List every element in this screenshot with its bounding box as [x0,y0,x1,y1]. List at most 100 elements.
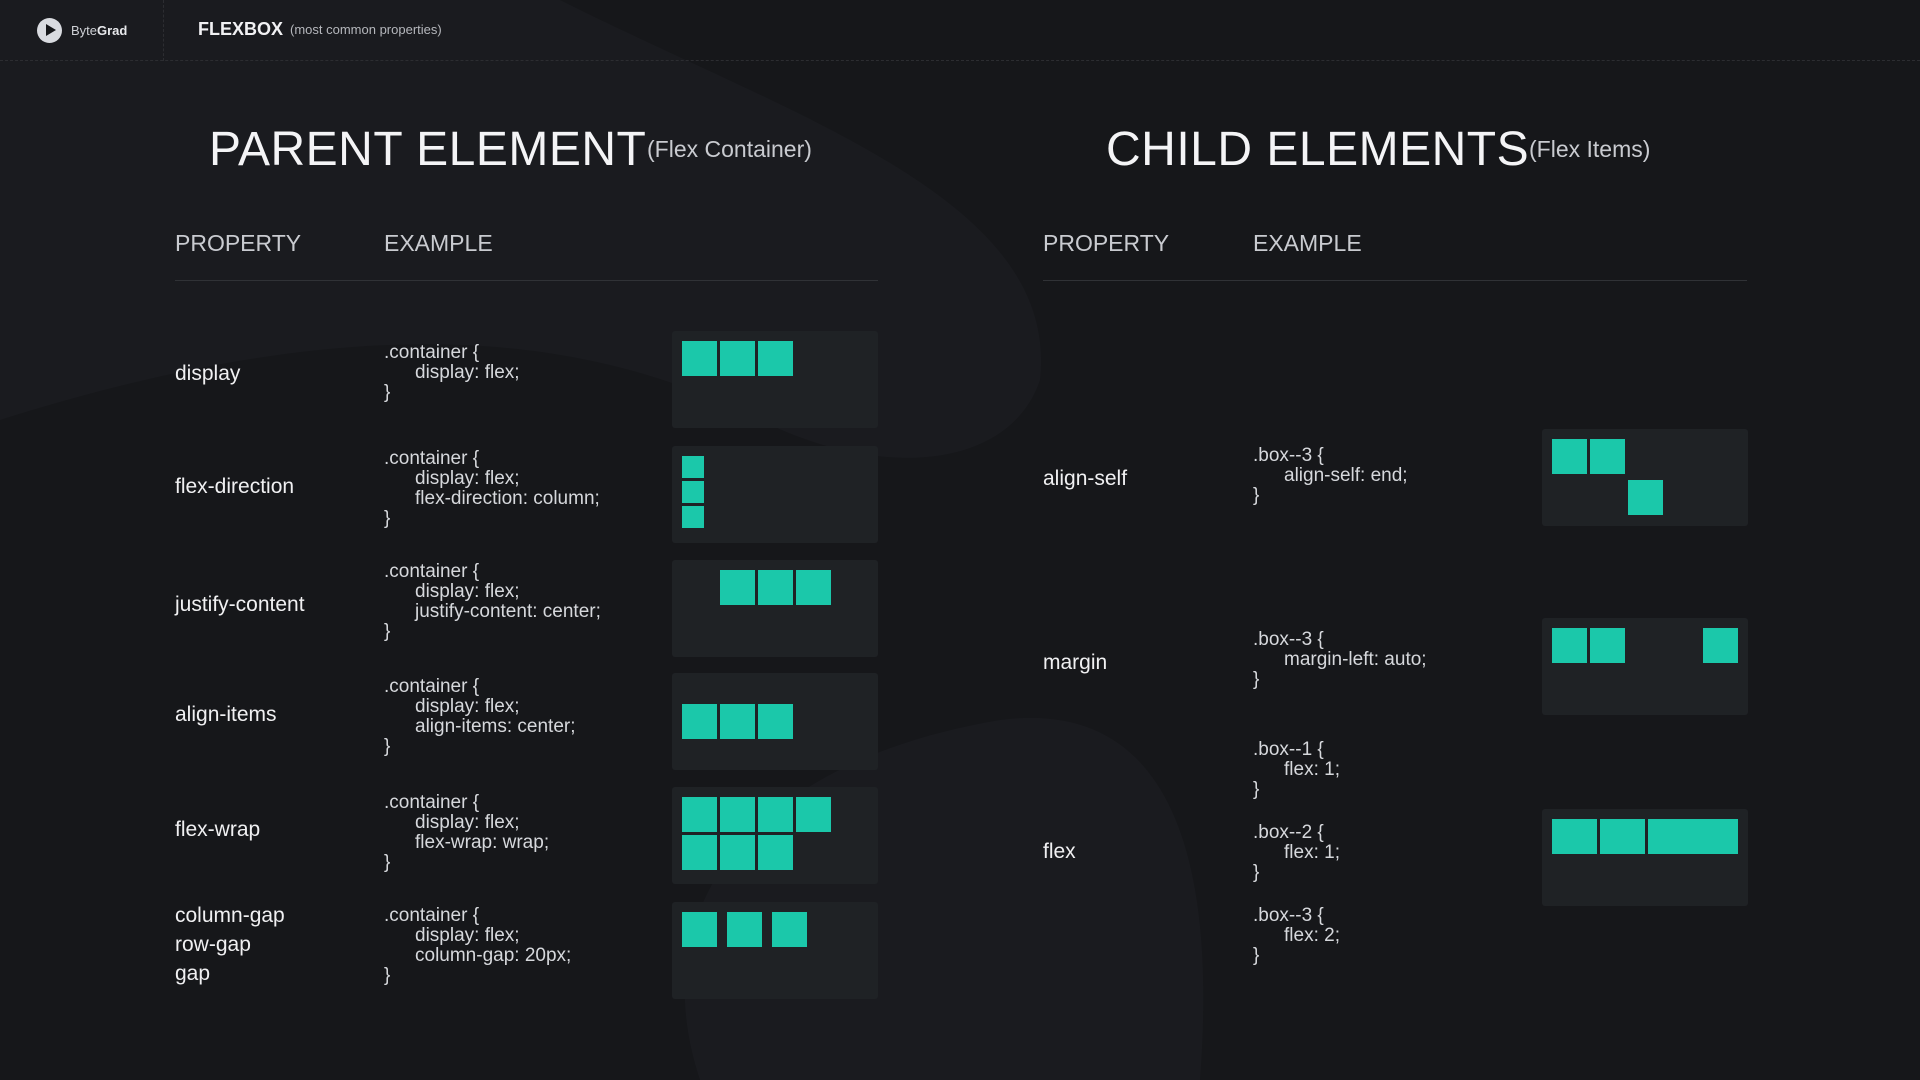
parent-title: PARENT ELEMENT [209,123,647,176]
property-gap: column-gap row-gap gap [175,901,285,988]
property-flex-wrap: flex-wrap [175,818,261,841]
play-icon [37,18,62,43]
flex-box [758,797,793,832]
flex-box [719,570,755,605]
demo-display [672,331,878,428]
flex-box-3 [1703,628,1738,663]
flex-box [1590,628,1625,663]
code-line: } [384,508,391,529]
child-subtitle: (Flex Items) [1529,136,1651,162]
code-line: } [1253,945,1260,966]
page-subtitle: (most common properties) [290,22,442,37]
top-bar: ByteGrad FLEXBOX (most common properties… [0,0,1920,61]
property-gap-label: gap [175,962,211,985]
code-line: display: flex; [415,812,520,833]
demo-justify-content [672,560,878,657]
flex-box [682,456,704,478]
flex-box-3 [1628,480,1663,515]
code-line: .box--3 { [1253,445,1324,466]
brand-bold: Grad [97,23,128,38]
property-display: display [175,362,241,385]
demo-margin [1542,618,1748,715]
code-line: .box--1 { [1253,739,1324,760]
property-justify-content: justify-content [175,593,305,616]
property-row-gap: row-gap [175,933,251,956]
code-line: .container { [384,561,480,582]
flex-box [772,912,807,947]
flex-box [1590,439,1625,474]
code-line: align-self: end; [1284,465,1408,486]
flex-box [720,797,755,832]
demo-align-items [672,673,878,770]
demo-flex [1542,809,1748,906]
brand-name: ByteGrad [71,23,127,38]
code-line: } [384,965,391,986]
code-flex-direction: .container {display: flex; flex-direction… [384,449,600,529]
parent-col-example: EXAMPLE [384,230,493,256]
demo-flex-direction [672,446,878,543]
flex-box [1552,628,1587,663]
property-margin: margin [1043,651,1108,674]
flex-box [758,835,793,870]
flex-box [720,835,755,870]
code-flex-box-3: .box--3 {flex: 2;} [1253,906,1340,966]
code-line: display: flex; [415,362,520,383]
code-line: } [1253,779,1260,800]
page-title: FLEXBOX [198,19,284,39]
child-divider [1043,280,1747,281]
code-line: display: flex; [415,925,520,946]
parent-divider [175,280,878,281]
code-line: display: flex; [415,468,520,489]
child-col-example: EXAMPLE [1253,230,1362,256]
child-title: CHILD ELEMENTS [1106,123,1530,176]
code-line: } [1253,669,1260,690]
demo-align-self [1542,429,1748,526]
code-align-self: .box--3 {align-self: end;} [1253,446,1408,506]
flex-box [682,704,717,739]
property-align-items: align-items [175,703,277,726]
brand-light: Byte [71,23,98,38]
code-line: .box--2 { [1253,822,1324,843]
demo-flex-wrap [672,787,878,884]
code-justify-content: .container {display: flex; justify-conten… [384,562,601,642]
code-line: } [1253,485,1260,506]
flex-box-2 [1600,819,1645,854]
code-line: flex: 1; [1284,759,1340,780]
property-flex: flex [1043,840,1076,863]
code-align-items: .container {display: flex; align-items: c… [384,677,576,757]
flex-box [682,797,717,832]
flex-box [720,341,755,376]
flex-box [727,912,762,947]
bytegrad-logo[interactable]: ByteGrad [37,18,127,43]
property-align-self: align-self [1043,467,1128,490]
code-line: justify-content: center; [415,601,601,622]
code-line: .container { [384,676,480,697]
code-line: .container { [384,905,480,926]
property-flex-direction: flex-direction [175,475,295,498]
code-line: .box--3 { [1253,905,1324,926]
code-flex-box-1: .box--1 {flex: 1;} [1253,740,1340,800]
flex-box [1552,439,1587,474]
flex-box [682,912,717,947]
flex-box [682,506,704,528]
code-line: flex: 2; [1284,925,1340,946]
flex-box [757,570,793,605]
flex-box [758,341,793,376]
flex-box [796,797,831,832]
code-line: } [384,736,391,757]
code-line: column-gap: 20px; [415,945,572,966]
code-line: } [384,382,391,403]
code-line: margin-left: auto; [1284,649,1427,670]
child-col-property: PROPERTY [1043,230,1170,256]
code-gap: .container {display: flex; column-gap: 20… [384,906,571,986]
code-line: flex: 1; [1284,842,1340,863]
code-line: flex-wrap: wrap; [415,832,550,853]
code-line: display: flex; [415,696,520,717]
code-line: } [384,621,391,642]
code-line: } [384,852,391,873]
code-display: .container {display: flex;} [384,343,520,403]
parent-col-property: PROPERTY [175,230,302,256]
parent-subtitle: (Flex Container) [647,136,812,162]
flex-box [682,341,717,376]
code-line: .container { [384,448,480,469]
